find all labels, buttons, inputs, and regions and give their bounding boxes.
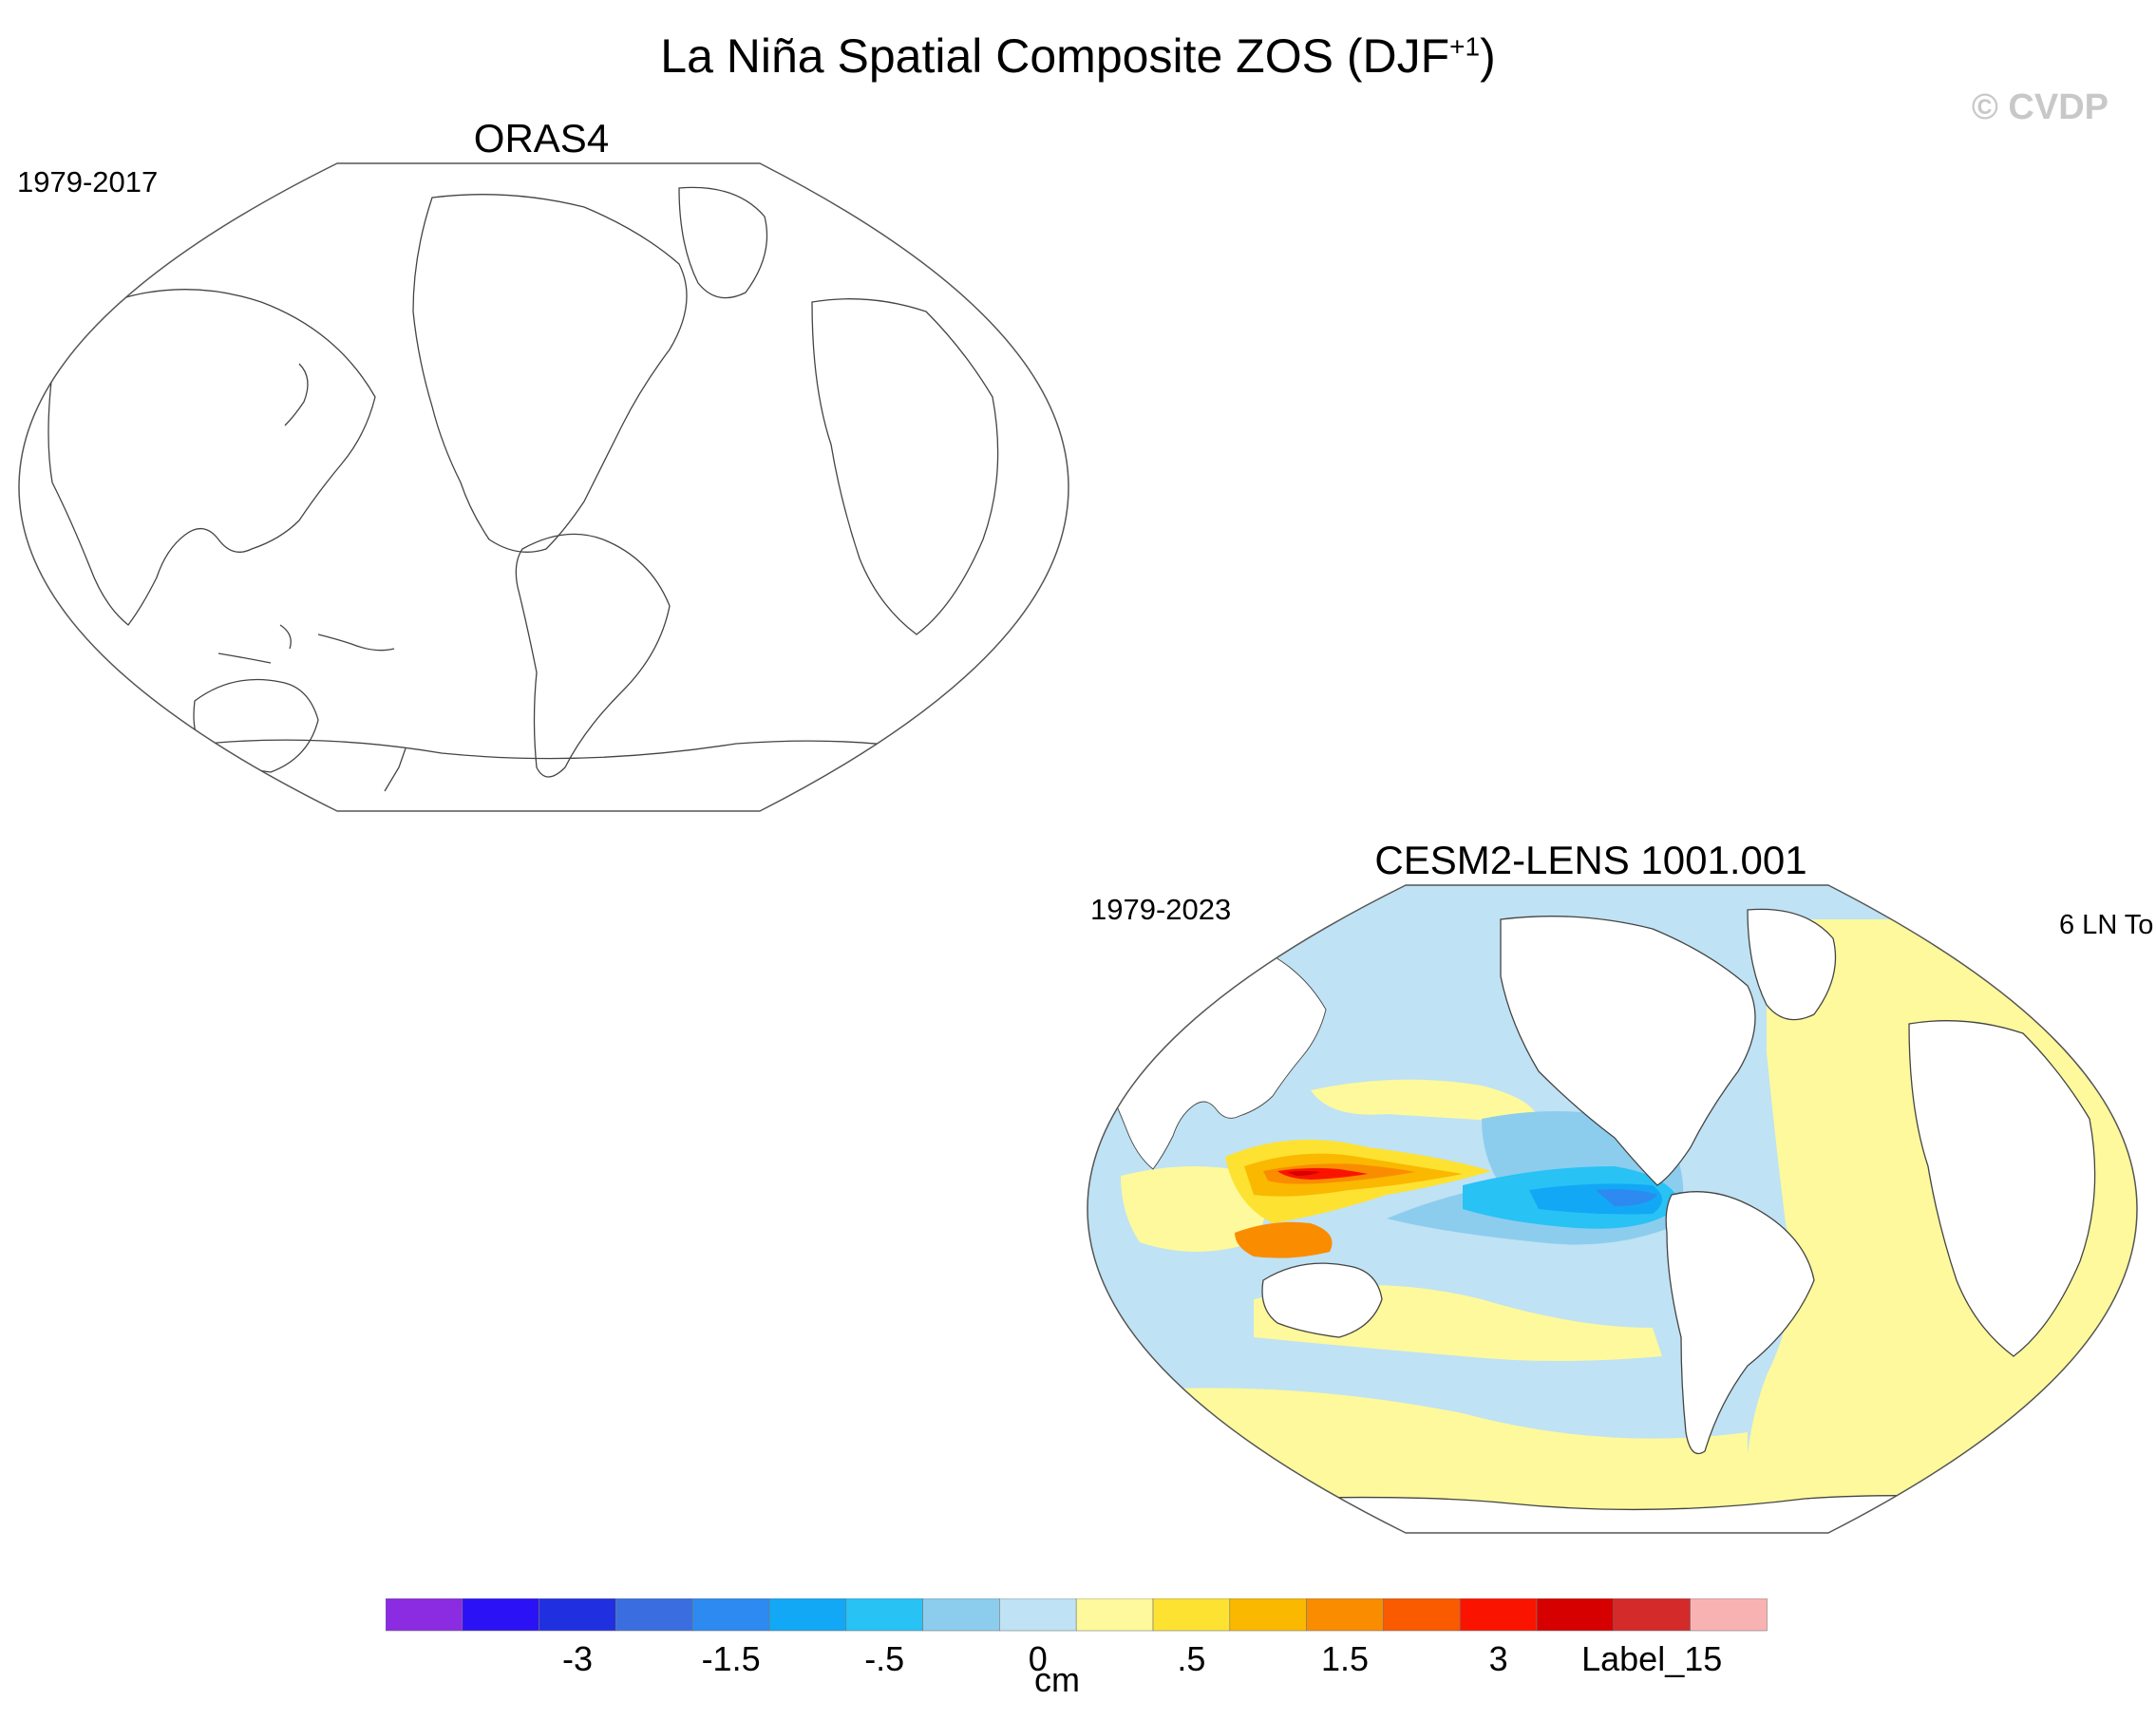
panel2-epac-core xyxy=(1596,1189,1657,1206)
panel2-map xyxy=(1087,884,2138,1534)
panel1-map-boundary xyxy=(18,162,1069,812)
colorbar-box xyxy=(768,1598,847,1632)
colorbar-box xyxy=(1306,1598,1384,1632)
title-text: La Niña Spatial Composite ZOS (DJF xyxy=(660,29,1450,83)
watermark: © CVDP xyxy=(1971,87,2109,127)
panel2-land-greenland xyxy=(1747,908,1837,1021)
colorbar-box xyxy=(1459,1598,1538,1632)
panel2-period: 1979-2023 xyxy=(1090,893,1232,926)
panel1-coast-northamerica xyxy=(412,194,688,553)
panel2-map-boundary xyxy=(1087,884,2138,1534)
colorbar-tick-label: 0 xyxy=(1029,1639,1048,1678)
colorbar-box xyxy=(922,1598,1000,1632)
colorbar-box xyxy=(1152,1598,1231,1632)
panel2-land-africa xyxy=(1908,1020,2096,1357)
colorbar-tick-label: Label_15 xyxy=(1581,1639,1722,1678)
panel1-coast-antarctica xyxy=(165,739,965,760)
panel2-maritime-orange xyxy=(1235,1221,1333,1258)
colorbar-box xyxy=(1075,1598,1154,1632)
colorbar-units: cm xyxy=(1034,1660,1080,1699)
figure-title: La Niña Spatial Composite ZOS (DJF+1) xyxy=(0,28,2156,84)
panel2-wpac-red xyxy=(1277,1167,1368,1180)
panel1-period: 1979-2017 xyxy=(17,165,159,198)
panel1-coast-australia xyxy=(193,678,319,773)
panel2-north-pacific-band xyxy=(1311,1079,1539,1124)
colorbar-box xyxy=(539,1598,616,1632)
colorbar: -3 -1.5 -.5 0 .5 1.5 3 Label_15 xyxy=(386,1598,1768,1678)
colorbar-box xyxy=(1229,1598,1307,1632)
colorbar-tick-label: 3 xyxy=(1489,1639,1508,1678)
panel1-title: ORAS4 xyxy=(473,116,610,161)
colorbar-tick-label: .5 xyxy=(1177,1639,1205,1678)
panel2-title: CESM2-LENS 1001.001 xyxy=(1374,838,1807,882)
panel1-coast-africa xyxy=(811,298,999,635)
colorbar-tick-label: -3 xyxy=(562,1639,593,1678)
colorbar-tick-label: 1.5 xyxy=(1321,1639,1369,1678)
colorbar-box xyxy=(1383,1598,1461,1632)
colorbar-tick-label: -1.5 xyxy=(702,1639,761,1678)
panel1-coast-asia xyxy=(47,289,376,626)
colorbar-box xyxy=(691,1598,770,1632)
panel2-land-northamerica xyxy=(1500,916,1756,1186)
colorbar-box xyxy=(386,1598,463,1632)
colorbar-box xyxy=(1613,1598,1691,1632)
title-superscript: +1 xyxy=(1449,31,1481,62)
colorbar-box xyxy=(845,1598,923,1632)
panel1-coast-newzealand xyxy=(384,747,407,792)
panel1-coast-southamerica xyxy=(515,533,671,778)
panel1-coast-greenland xyxy=(678,186,768,299)
colorbar-box xyxy=(999,1598,1077,1632)
panel2-wpac-darkred xyxy=(1287,1171,1320,1176)
panel2-land-southamerica xyxy=(1665,1191,1815,1455)
colorbar-box xyxy=(1690,1598,1768,1632)
panel1-coast-japan xyxy=(284,363,309,426)
colorbar-box xyxy=(1536,1598,1615,1632)
colorbar-box xyxy=(462,1598,539,1632)
panel1-map xyxy=(18,162,1069,812)
colorbar-tick-label: -.5 xyxy=(864,1639,904,1678)
panel2-land-australia xyxy=(1261,1262,1383,1338)
colorbar-box xyxy=(615,1598,693,1632)
panel2-event-count: 6 LN To xyxy=(2059,910,2154,940)
panel1-coast-indonesia xyxy=(217,624,395,664)
panel2-indian-positive xyxy=(1121,1166,1267,1252)
title-end: ) xyxy=(1480,29,1496,83)
